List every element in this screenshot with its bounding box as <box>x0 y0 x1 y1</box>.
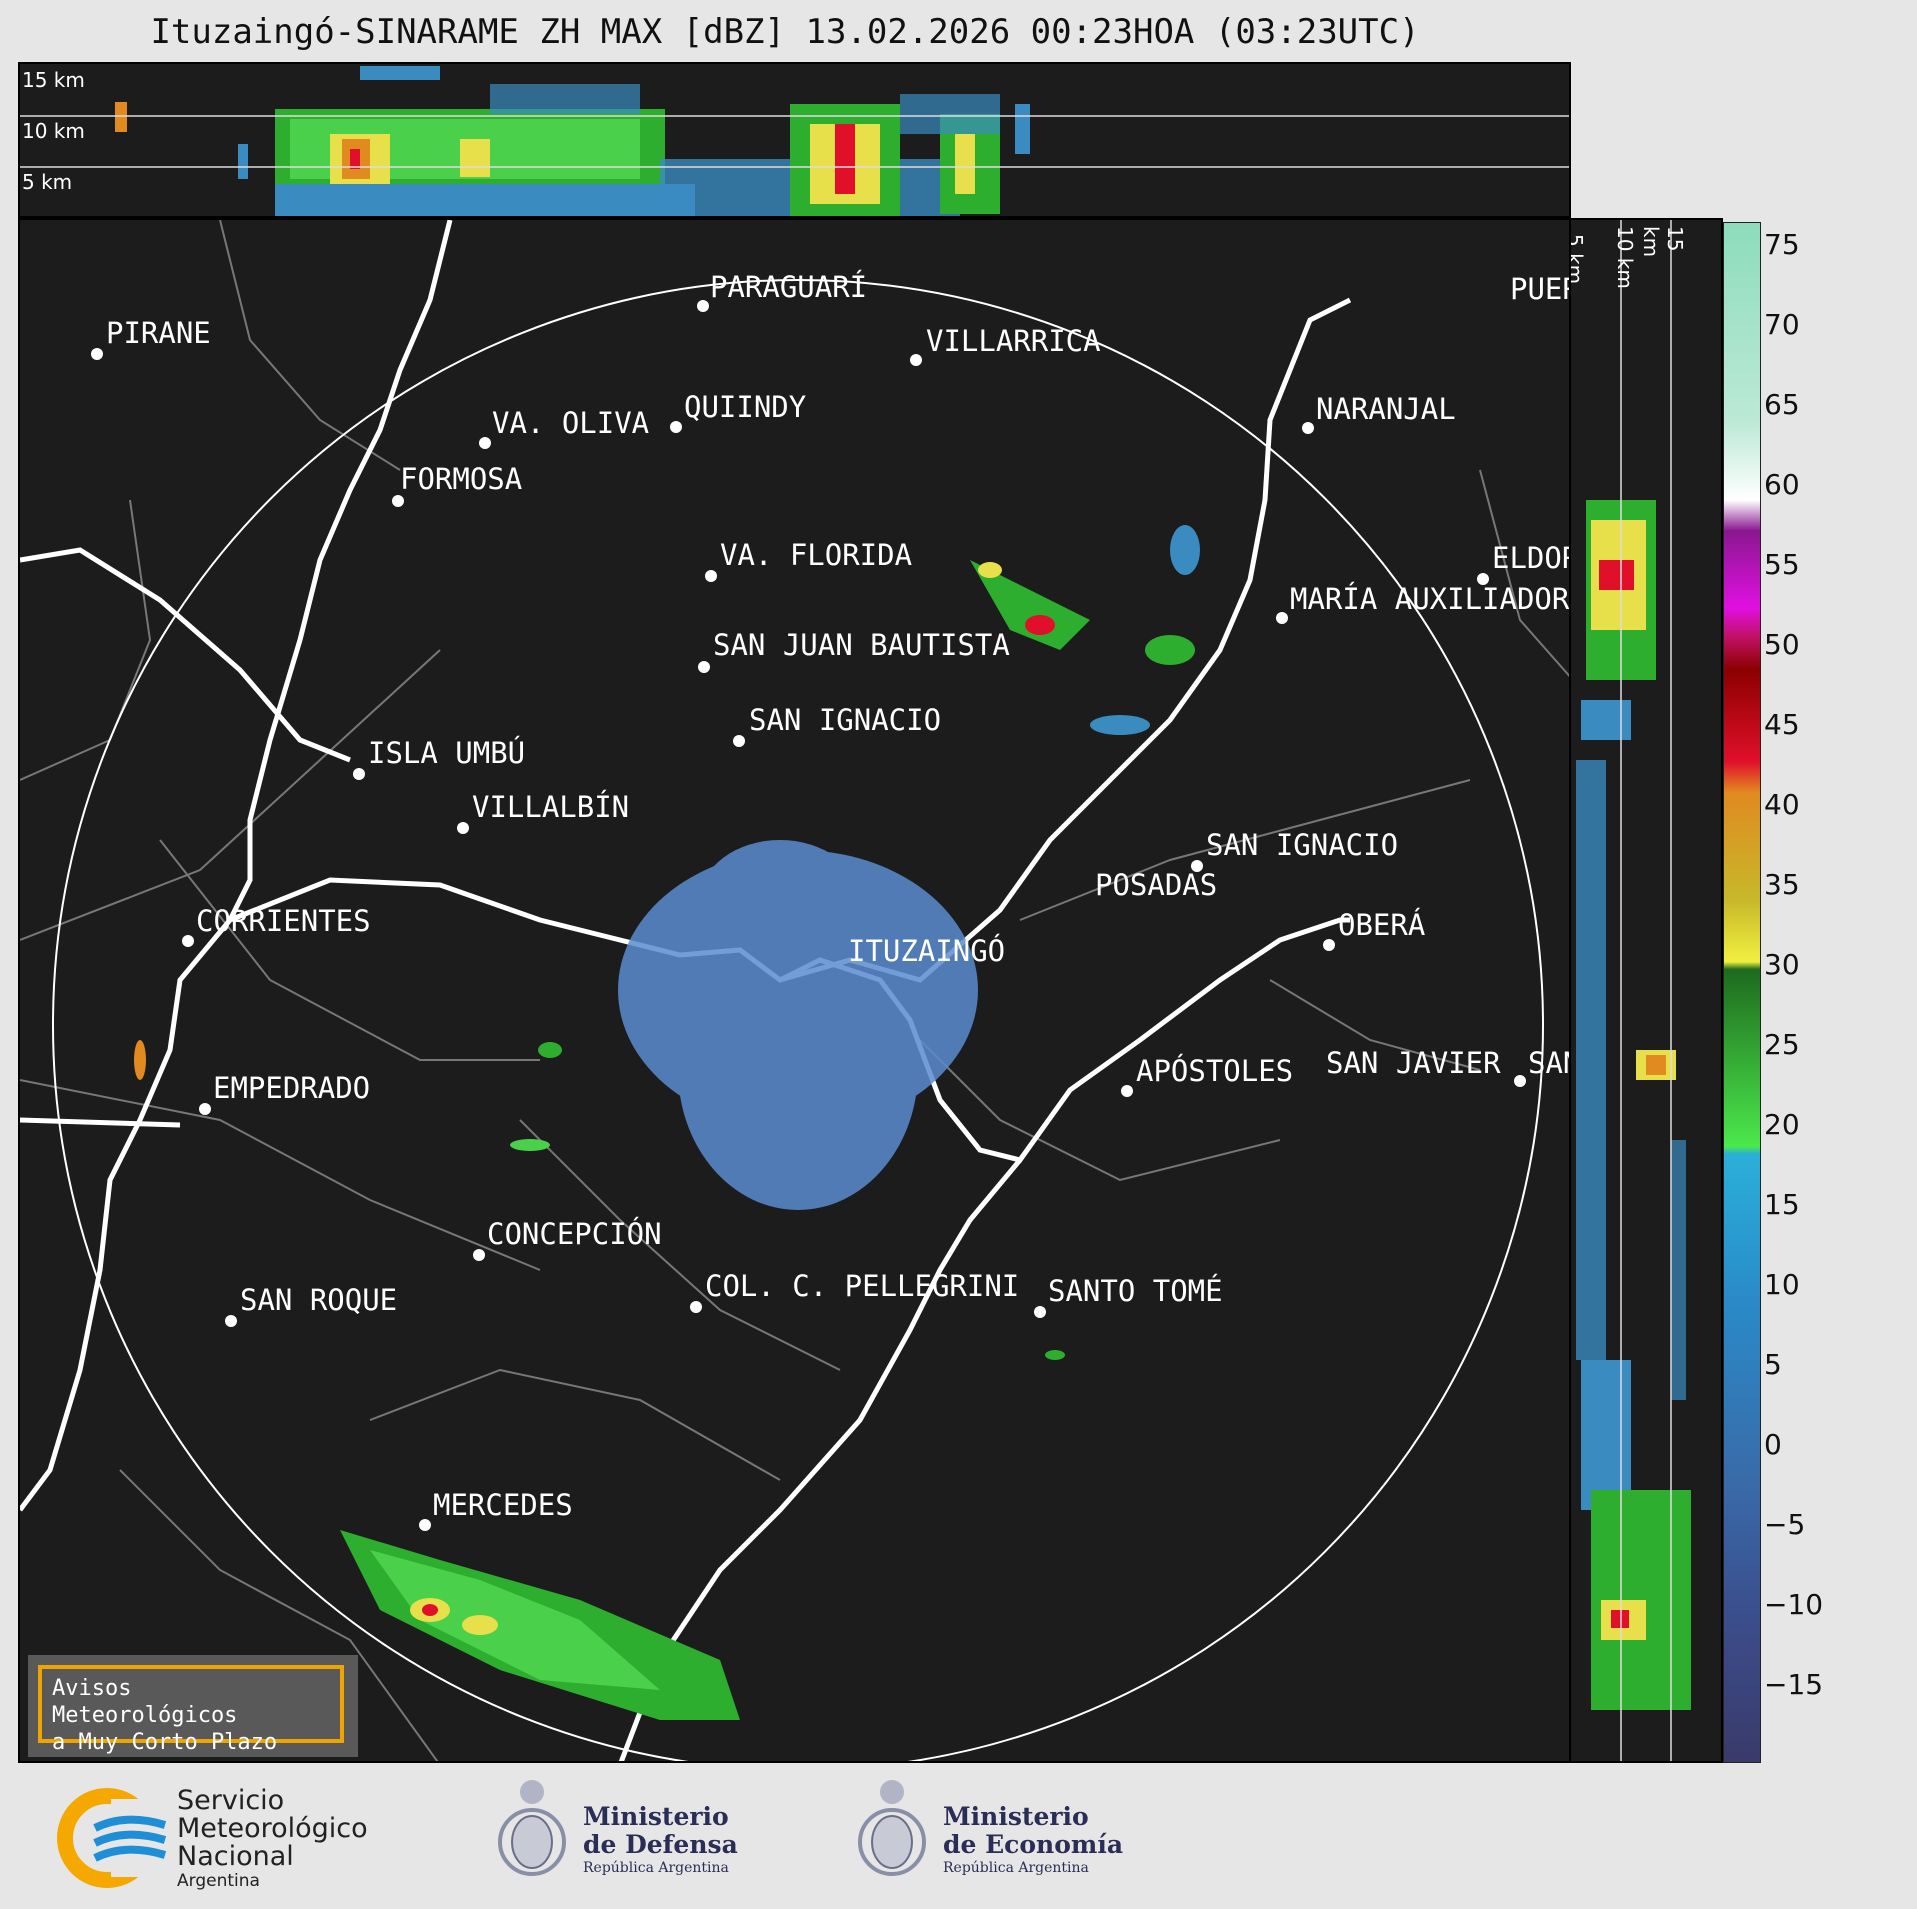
city-label: MARÍA AUXILIADORA <box>1290 582 1571 616</box>
city-label: SAN ROQUE <box>240 1283 398 1317</box>
city-label: COL. C. PELLEGRINI <box>705 1269 1020 1303</box>
colorbar-tick: 75 <box>1764 228 1800 261</box>
economia-logo-line3: República Argentina <box>943 1860 1089 1876</box>
side-height-label-10km: 10 km <box>1613 226 1637 289</box>
coat-of-arms-icon <box>498 1780 566 1876</box>
side-cross-section: 5 km 10 km 15 km <box>1569 218 1723 1763</box>
city-label: PUERTO <box>1510 272 1569 306</box>
colorbar-tick: 50 <box>1764 628 1800 661</box>
colorbar-tick: 65 <box>1764 388 1800 421</box>
height-label-5km: 5 km <box>22 170 73 194</box>
height-label-10km: 10 km <box>22 119 85 143</box>
colorbar-tick: −10 <box>1764 1588 1824 1621</box>
city-label: MERCEDES <box>433 1488 573 1522</box>
colorbar-tick: 35 <box>1764 868 1800 901</box>
colorbar-tick: 20 <box>1764 1108 1800 1141</box>
colorbar-tick: −5 <box>1764 1508 1806 1541</box>
city-label: VA. FLORIDA <box>720 538 913 572</box>
smn-logo: Servicio Meteorológico Nacional Argentin… <box>55 1783 395 1893</box>
colorbar-tick: −15 <box>1764 1668 1824 1701</box>
city-label: PIRANE <box>106 316 211 350</box>
side-height-label-15km: 15 km <box>1639 226 1687 258</box>
warning-line-1: Avisos Meteorológicos <box>52 1676 238 1728</box>
city-label: VILLALBÍN <box>472 790 630 824</box>
colorbar-tick: 70 <box>1764 308 1800 341</box>
colorbar-tick: 15 <box>1764 1188 1800 1221</box>
colorbar-tick: 55 <box>1764 548 1800 581</box>
colorbar-tick: 0 <box>1764 1428 1782 1461</box>
city-label: SANTO TOMÉ <box>1048 1274 1223 1308</box>
colorbar-tick: 40 <box>1764 788 1800 821</box>
city-label: SAN IGNACIO <box>749 703 942 737</box>
colorbar-tick: 5 <box>1764 1348 1782 1381</box>
height-label-15km: 15 km <box>22 68 85 92</box>
map-geography <box>20 220 1569 1761</box>
ministerio-defensa-logo: Ministerio de Defensa República Argentin… <box>495 1772 775 1897</box>
defensa-logo-line2: de Defensa <box>583 1830 738 1859</box>
top-cross-section-echoes <box>20 66 1569 216</box>
city-label: SAN JUAN BAUTISTA <box>713 628 1010 662</box>
smn-logo-line2: Meteorológico <box>177 1813 368 1844</box>
city-label: VA. OLIVA <box>492 406 650 440</box>
warning-box: Avisos Meteorológicos a Muy Corto Plazo <box>28 1655 358 1757</box>
page-title: Ituzaingó-SINARAME ZH MAX [dBZ] 13.02.20… <box>150 12 1420 52</box>
city-label: ELDORADO <box>1492 541 1569 575</box>
city-label: APÓSTOLES <box>1136 1054 1294 1088</box>
smn-logo-line1: Servicio <box>177 1785 285 1816</box>
coat-of-arms-icon <box>858 1780 926 1876</box>
smn-logo-line3: Nacional <box>177 1841 294 1872</box>
defensa-logo-line1: Ministerio <box>583 1802 729 1831</box>
city-label: CONCEPCIÓN <box>487 1217 662 1251</box>
radar-site-label: ITUZAINGÓ <box>848 934 1006 968</box>
side-cross-section-echoes <box>1576 220 1691 1761</box>
economia-logo-line2: de Economía <box>943 1830 1124 1859</box>
colorbar <box>1723 222 1761 1763</box>
city-label: QUIINDY <box>684 390 807 424</box>
city-label: ISLA UMBÚ <box>368 736 526 770</box>
colorbar-tick: 30 <box>1764 948 1800 981</box>
warning-line-2: a Muy Corto Plazo <box>52 1730 278 1755</box>
side-height-label-5km: 5 km <box>1569 234 1587 285</box>
defensa-logo-line3: República Argentina <box>583 1860 729 1876</box>
colorbar-tick: 60 <box>1764 468 1800 501</box>
colorbar-tick: 45 <box>1764 708 1800 741</box>
city-label: PARAGUARÍ <box>710 270 868 304</box>
city-label: FORMOSA <box>400 462 523 496</box>
warning-box-frame: Avisos Meteorológicos a Muy Corto Plazo <box>38 1665 344 1755</box>
economia-logo-line1: Ministerio <box>943 1802 1089 1831</box>
city-label: SAN JAVIER <box>1326 1046 1501 1080</box>
colorbar-tick: 10 <box>1764 1268 1800 1301</box>
city-label: POSADAS <box>1095 868 1218 902</box>
city-label: OBERÁ <box>1338 908 1426 942</box>
city-label: VILLARRICA <box>926 324 1101 358</box>
city-label: SAN IGNACIO <box>1206 828 1399 862</box>
radar-map: PARAGUARÍ VILLARRICA PIRANE QUIINDY VA. … <box>18 218 1571 1763</box>
colorbar-tick: 25 <box>1764 1028 1800 1061</box>
city-label: EMPEDRADO <box>213 1071 371 1105</box>
smn-logo-icon <box>57 1788 171 1888</box>
smn-logo-line4: Argentina <box>177 1871 260 1891</box>
city-label: NARANJAL <box>1316 392 1456 426</box>
city-label: CORRIENTES <box>196 904 371 938</box>
top-cross-section: 15 km 10 km 5 km <box>18 62 1571 218</box>
city-label: SAN <box>1528 1046 1569 1080</box>
ministerio-economia-logo: Ministerio de Economía República Argenti… <box>855 1772 1135 1897</box>
